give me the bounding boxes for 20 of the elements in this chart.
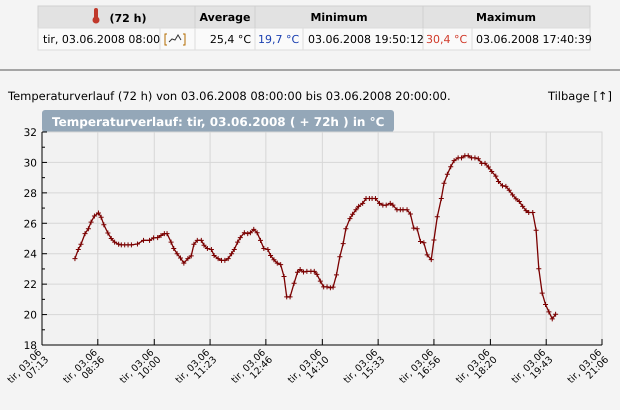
text: 30,4 °C (426, 33, 468, 46)
text: 03.06.2008 19:50:12 (308, 33, 424, 46)
y-tick-label: 20 (24, 310, 37, 322)
text: Minimum (310, 11, 368, 24)
text: 03.06.2008 17:40:39 (476, 33, 592, 46)
text: 25,4 °C (210, 33, 252, 46)
text: tir, 03.06.2008 08:00 (43, 33, 160, 46)
y-tick-label: 32 (24, 127, 37, 139)
text: 19,7 °C (258, 33, 300, 46)
y-tick-label: 26 (24, 218, 38, 230)
y-tick-label: 28 (24, 188, 37, 200)
y-tick-label: 22 (24, 279, 37, 292)
text: (72 h) (109, 12, 147, 25)
chart-subtitle: Temperaturverlauf (72 h) von 03.06.2008 08:00:00 bis 03.06.2008 20:00:00. (7, 89, 451, 103)
chart-title: Temperaturverlauf: tir, 03.06.2008 ( + 72h ) in °C (52, 115, 385, 129)
y-tick-label: 24 (24, 248, 38, 261)
text: Tilbage [↑] (546, 89, 612, 103)
text: Maximum (476, 11, 536, 24)
text: Average (200, 11, 250, 24)
y-tick-label: 30 (24, 157, 37, 170)
